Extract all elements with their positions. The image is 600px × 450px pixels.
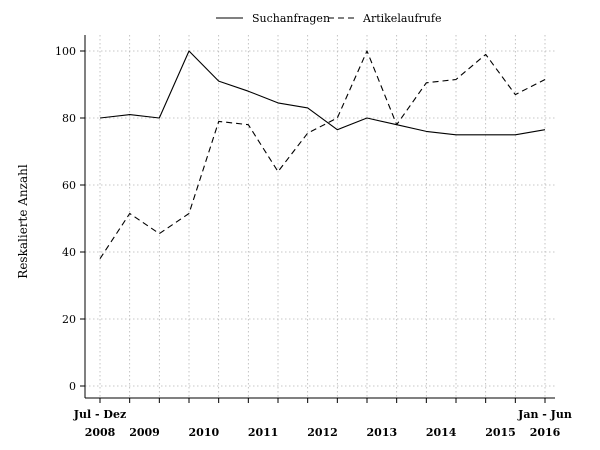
y-tick-label: 60: [62, 179, 76, 192]
series-line-2: [99, 50, 546, 260]
grid: [85, 35, 555, 398]
x-year-label: 2014: [426, 426, 457, 439]
x-year-label: 2011: [248, 426, 279, 439]
x-year-label: 2009: [129, 426, 160, 439]
legend: Suchanfragen Artikelaufrufe: [216, 12, 441, 25]
series-lines: [99, 50, 546, 260]
x-year-label: 2015: [485, 426, 516, 439]
y-axis-title: Reskalierte Anzahl: [16, 164, 30, 279]
y-tick-label: 0: [69, 380, 76, 393]
axes: [80, 35, 555, 403]
x-year-label: 2016: [530, 426, 561, 439]
axis-labels: 0 20 40 60 80 100 Jul - Dez Jan - Jun 2008 2009 20…: [16, 45, 572, 439]
x-year-label: 2012: [307, 426, 338, 439]
x-year-label: 2010: [189, 426, 220, 439]
y-tick-label: 80: [62, 112, 76, 125]
x-year-label: 2013: [367, 426, 398, 439]
legend-label-2: Artikelaufrufe: [362, 12, 441, 25]
x-period-label-first: Jul - Dez: [73, 408, 126, 421]
y-tick-label: 20: [62, 313, 76, 326]
y-tick-label: 100: [55, 45, 76, 58]
series-line-1: [99, 50, 546, 136]
x-period-label-last: Jan - Jun: [517, 408, 572, 421]
legend-label-1: Suchanfragen: [252, 12, 330, 25]
y-tick-label: 40: [62, 246, 76, 259]
x-year-label: 2008: [85, 426, 116, 439]
